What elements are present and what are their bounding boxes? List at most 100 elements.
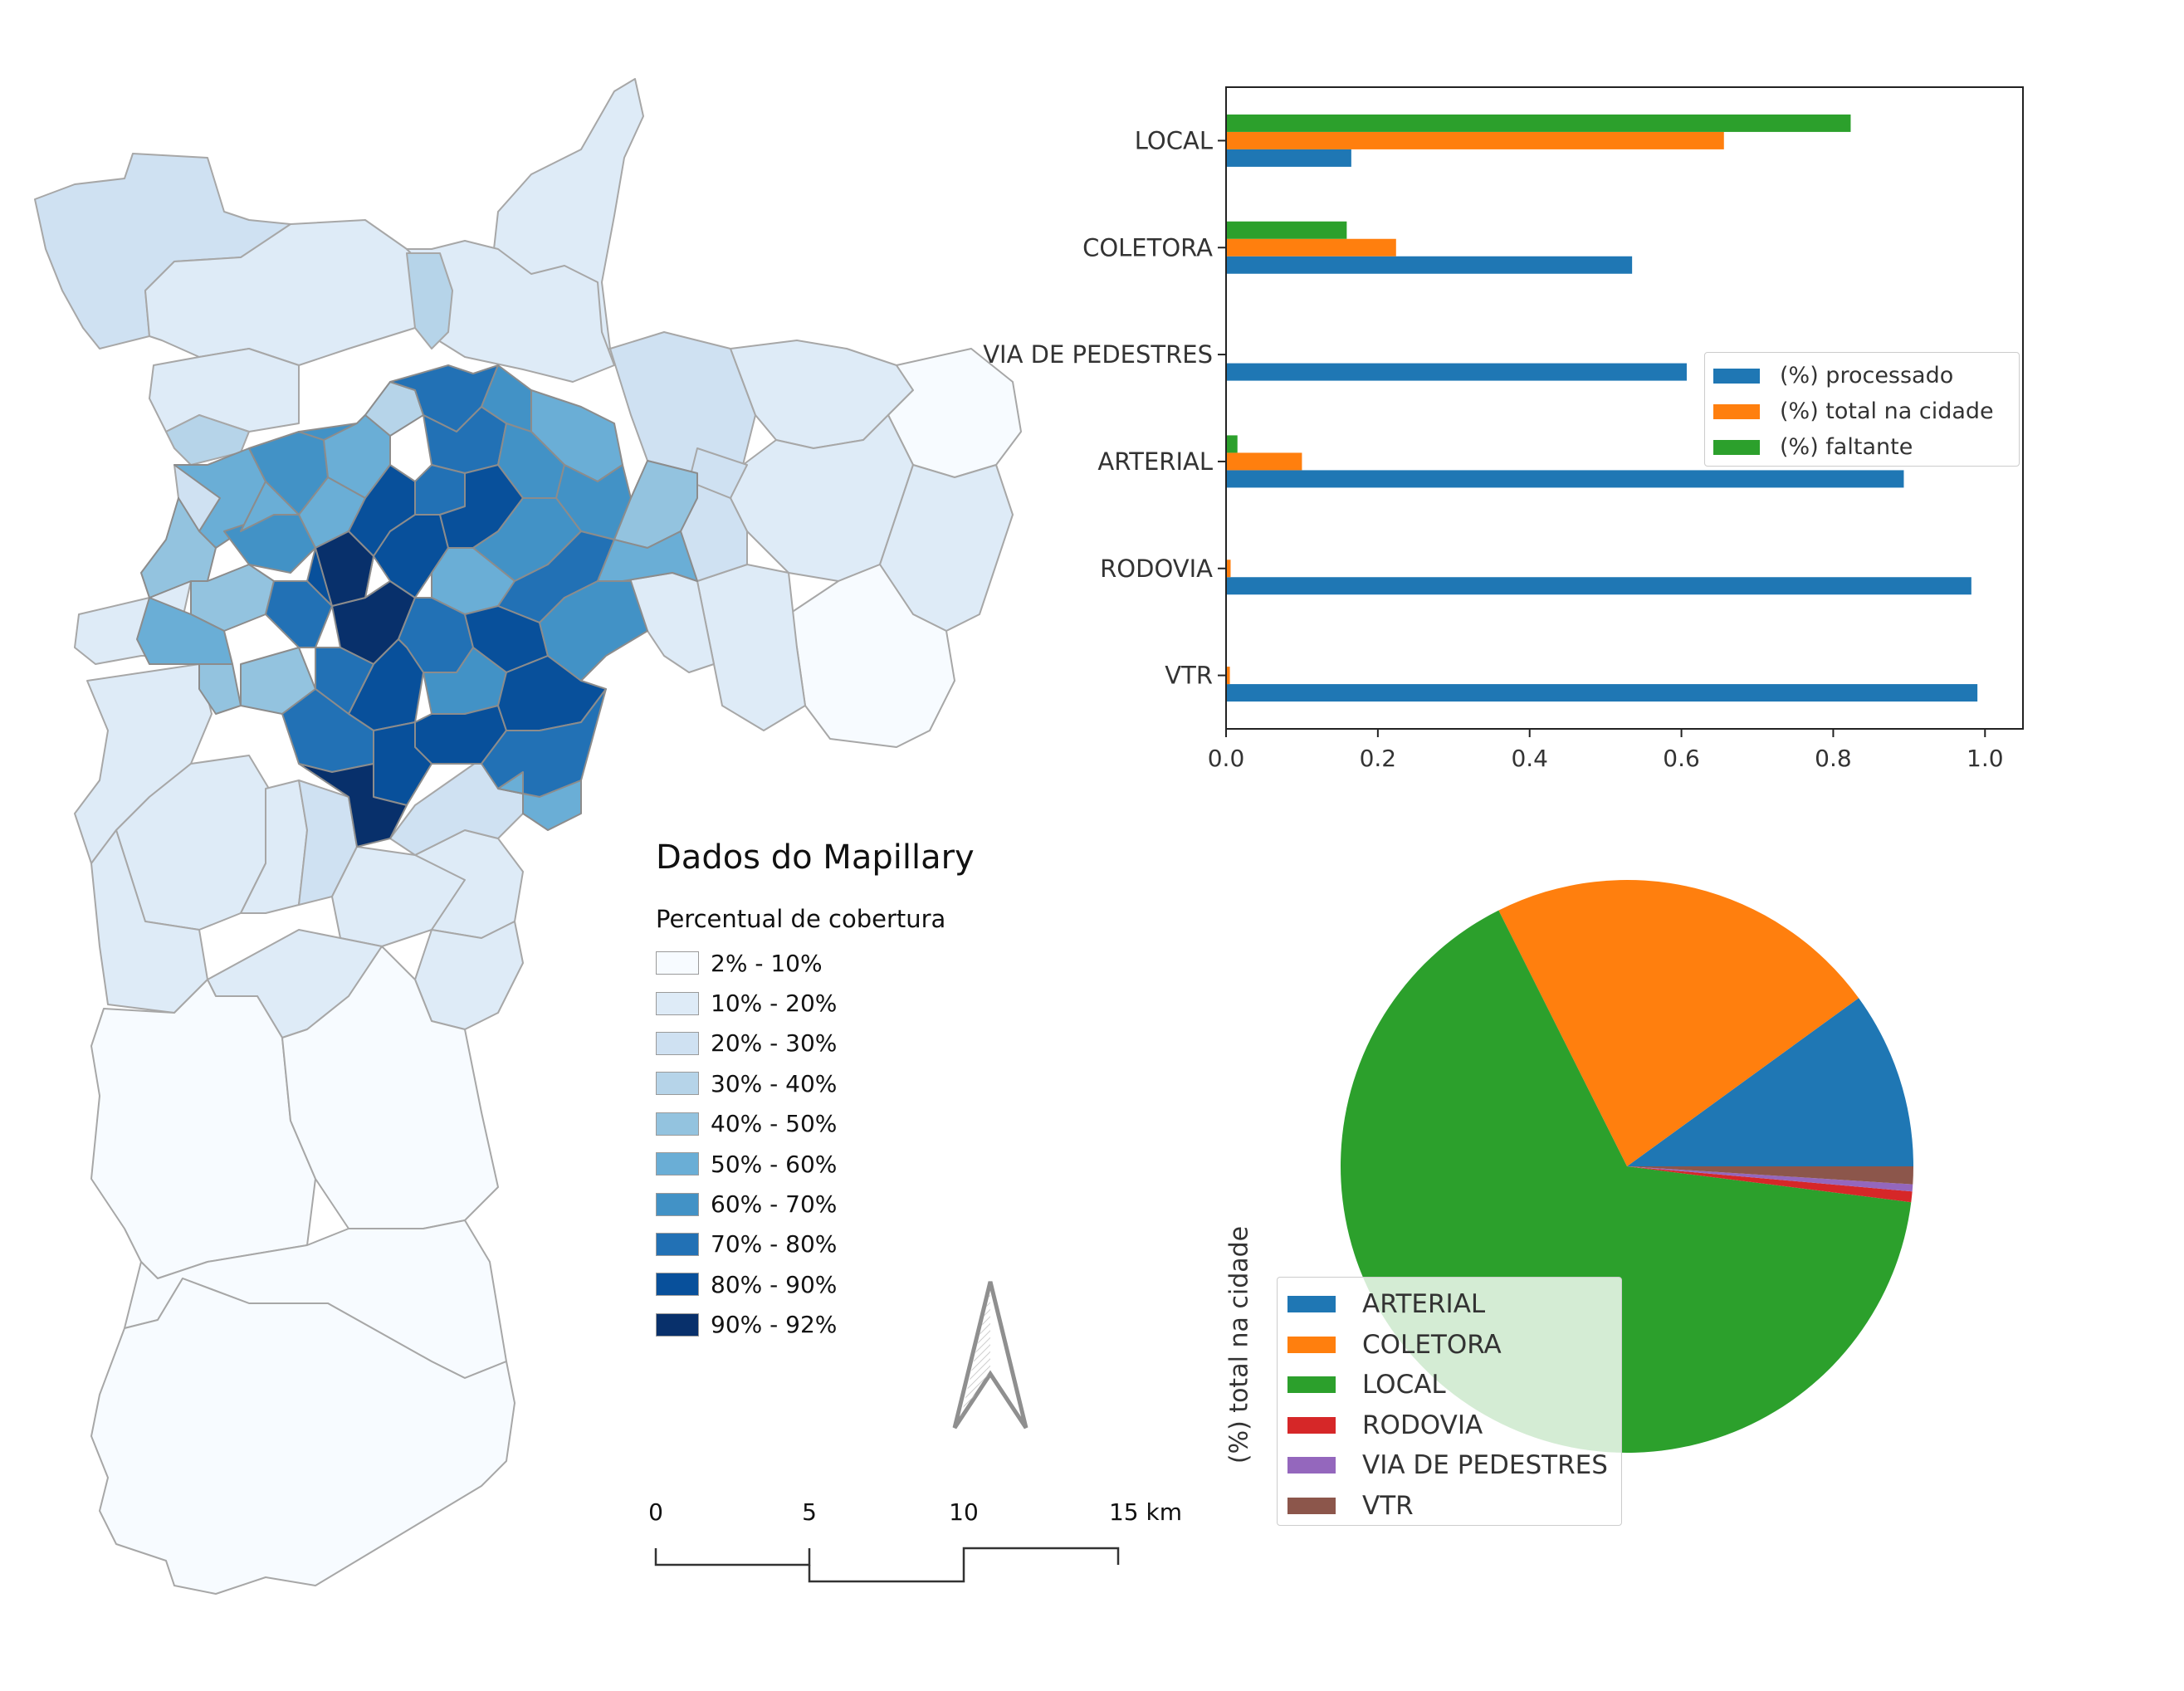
- legend-row: 80% - 90%: [656, 1264, 975, 1304]
- legend-row: 10% - 20%: [656, 983, 975, 1023]
- map-region: [281, 946, 499, 1229]
- bar-mark: [1226, 256, 1633, 274]
- bar-xtick-labels: 0.0 0.2 0.4 0.6 0.8 1.0: [1208, 729, 2004, 772]
- scale-label-0: 0: [648, 1498, 663, 1526]
- pie-legend-swatch: [1287, 1376, 1336, 1394]
- legend-label: 20% - 30%: [711, 1029, 838, 1058]
- bar-mark: [1226, 577, 1971, 595]
- legend-swatch: [656, 951, 699, 975]
- pie-slice: [1627, 1166, 1913, 1203]
- legend-label: 70% - 80%: [711, 1230, 838, 1258]
- bar-mark: [1226, 435, 1238, 453]
- scale-label-15: 15 km: [1108, 1498, 1183, 1526]
- bar-legend-label: (%) faltante: [1780, 434, 1913, 460]
- legend-label: 50% - 60%: [711, 1150, 838, 1178]
- bar-mark: [1226, 114, 1851, 132]
- pie-legend-label: LOCAL: [1362, 1370, 1446, 1400]
- pie-legend-swatch: [1287, 1336, 1336, 1353]
- pie-legend-row: VTR: [1287, 1486, 1611, 1527]
- pie-legend-label: VIA DE PEDESTRES: [1362, 1450, 1608, 1481]
- bar-mark: [1226, 238, 1396, 257]
- pie-legend-row: VIA DE PEDESTRES: [1287, 1445, 1611, 1486]
- legend-row: 70% - 80%: [656, 1224, 975, 1264]
- map-region: [406, 240, 615, 383]
- scale-label-5: 5: [802, 1498, 817, 1526]
- pie-legend-row: COLETORA: [1287, 1325, 1611, 1366]
- bar-ytick-labels: LOCAL COLETORA VIA DE PEDESTRES ARTERIAL ROD…: [983, 126, 1226, 690]
- bar-xtick-label: 0.4: [1511, 745, 1548, 772]
- pie-legend-label: RODOVIA: [1362, 1410, 1483, 1440]
- bar-mark: [1226, 221, 1347, 239]
- legend-label: 10% - 20%: [711, 990, 838, 1018]
- north-arrow-icon: [952, 1281, 1028, 1430]
- pie-legend-label: COLETORA: [1362, 1329, 1502, 1360]
- legend-swatch: [656, 1031, 699, 1055]
- pie-legend-swatch: [1287, 1457, 1336, 1474]
- map-district: [298, 763, 408, 848]
- legend-swatch: [656, 1232, 699, 1256]
- bar-legend-swatch: [1713, 403, 1760, 419]
- legend-items: 2% - 10% 10% - 20% 20% - 30% 30% - 40% 40% -…: [656, 943, 975, 1345]
- legend-row: 20% - 30%: [656, 1024, 975, 1063]
- pie-legend-label: ARTERIAL: [1362, 1289, 1486, 1320]
- pie-legend-swatch: [1287, 1497, 1336, 1514]
- map-district: [414, 464, 466, 516]
- bar-legend-label: (%) processado: [1780, 363, 1954, 389]
- bar-ytick-label: COLETORA: [1082, 233, 1213, 261]
- bar-chart-legend: (%) processado (%) total na cidade (%) fal…: [1704, 352, 2020, 467]
- bar-xtick-label: 0.8: [1815, 745, 1852, 772]
- legend-row: 2% - 10%: [656, 943, 975, 983]
- legend-label: 90% - 92%: [711, 1311, 838, 1339]
- legend-swatch: [656, 1112, 699, 1136]
- bar-xtick-label: 0.0: [1208, 745, 1245, 772]
- bar-legend-row: (%) total na cidade: [1713, 393, 2011, 429]
- bar-mark: [1226, 452, 1302, 471]
- map-district: [190, 564, 275, 632]
- legend-swatch: [656, 1273, 699, 1297]
- bar-mark: [1226, 131, 1724, 149]
- legend-swatch: [656, 1192, 699, 1216]
- legend-subtitle: Percentual de cobertura: [656, 905, 946, 933]
- map-district: [315, 647, 374, 715]
- map-district: [497, 771, 582, 831]
- map-legend: Dados do Mapillary Percentual de cobertu…: [656, 838, 975, 1345]
- map-region: [406, 252, 453, 349]
- pie-legend-label: VTR: [1362, 1490, 1414, 1521]
- legend-swatch: [656, 1152, 699, 1176]
- pie-legend-row: LOCAL: [1287, 1365, 1611, 1405]
- bar-plot-frame: [1225, 86, 2024, 730]
- legend-row: 60% - 70%: [656, 1184, 975, 1224]
- pie-legend-swatch: [1287, 1296, 1336, 1313]
- bar-ytick-label: RODOVIA: [1100, 555, 1213, 583]
- bar-mark: [1226, 684, 1978, 702]
- legend-row: 40% - 50%: [656, 1104, 975, 1144]
- bar-chart: LOCAL COLETORA VIA DE PEDESTRES ARTERIAL ROD…: [983, 86, 2024, 772]
- legend-title: Dados do Mapillary: [656, 838, 975, 877]
- pie-slice: [1627, 998, 1913, 1166]
- scale-bar-graphic: [654, 1547, 1120, 1583]
- map-region: [688, 447, 748, 499]
- pie-ylabel: (%) total na cidade: [1224, 1225, 1254, 1464]
- map-district: [539, 580, 648, 682]
- bar-xtick-label: 1.0: [1967, 745, 2004, 772]
- legend-swatch: [656, 991, 699, 1015]
- choropleth-map: [34, 78, 1022, 1595]
- legend-row: 90% - 92%: [656, 1305, 975, 1345]
- bar-mark: [1226, 149, 1351, 167]
- bar-mark: [1226, 667, 1230, 685]
- legend-row: 30% - 40%: [656, 1063, 975, 1103]
- map-region: [90, 1278, 515, 1595]
- bar-ytick-label: ARTERIAL: [1097, 447, 1213, 476]
- pie-legend-swatch: [1287, 1416, 1336, 1434]
- bar-legend-row: (%) faltante: [1713, 429, 2011, 465]
- map-district: [198, 663, 242, 715]
- bar-legend-swatch: [1713, 439, 1760, 455]
- bar-mark: [1226, 560, 1231, 578]
- bar-ytick-label: VTR: [1165, 662, 1213, 690]
- map-region: [149, 348, 300, 433]
- pie-slice: [1498, 879, 1859, 1166]
- map-region: [879, 464, 1014, 632]
- bar-xtick-label: 0.6: [1663, 745, 1700, 772]
- bar-xtick-label: 0.2: [1360, 745, 1397, 772]
- legend-label: 60% - 70%: [711, 1190, 838, 1219]
